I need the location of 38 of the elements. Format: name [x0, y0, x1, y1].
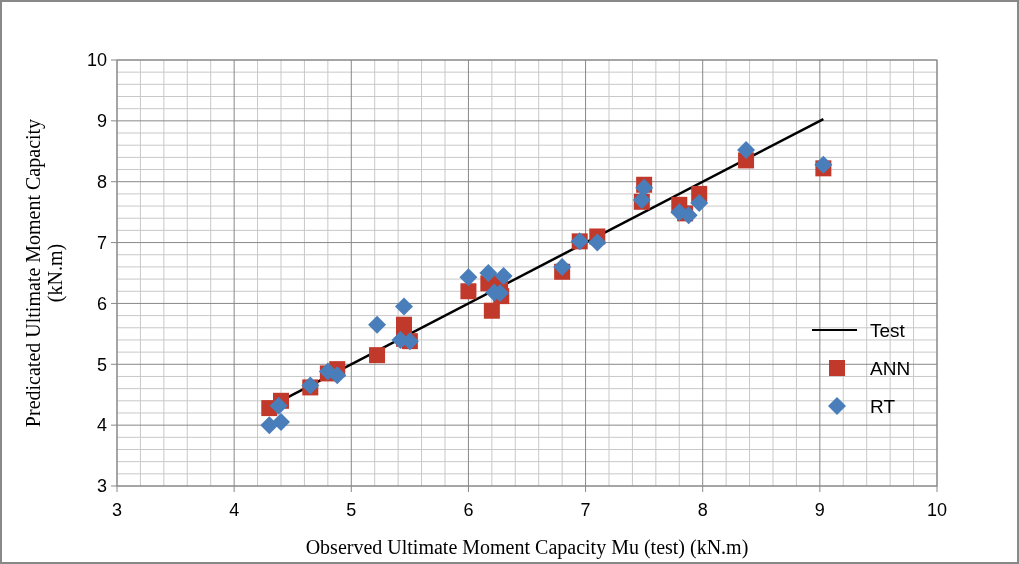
point — [483, 302, 500, 319]
point — [553, 257, 572, 276]
point — [269, 396, 288, 415]
point — [737, 141, 756, 160]
x-axis-title: Observed Ultimate Moment Capacity Mu (test) (kN.m) — [305, 536, 749, 559]
x-tick-label: 8 — [697, 500, 708, 520]
y-tick-label: 5 — [96, 354, 107, 375]
x-tick-label: 6 — [463, 500, 474, 520]
legend-label: RT — [870, 395, 896, 417]
y-tick-label: 10 — [86, 50, 107, 71]
point — [272, 413, 290, 432]
x-tick-label: 5 — [346, 500, 357, 520]
y-tick-label: 8 — [96, 172, 107, 193]
legend-label: ANN — [870, 357, 911, 379]
point — [635, 178, 654, 197]
y-tick-label: 6 — [96, 293, 107, 314]
x-tick-label: 7 — [580, 500, 591, 520]
point — [588, 233, 607, 252]
point — [479, 264, 498, 282]
x-tick-label: 4 — [229, 500, 240, 520]
point — [460, 283, 477, 300]
point — [369, 347, 386, 364]
y-tick-label: 3 — [96, 476, 107, 497]
x-tick-label: 3 — [111, 500, 123, 520]
x-tick-label: 9 — [814, 500, 825, 520]
x-tick-label: 10 — [926, 500, 948, 520]
y-axis-title: Predicated Ultimate Moment Capacity (kN.m) — [22, 118, 67, 428]
point — [328, 366, 347, 385]
legend-label: Test — [870, 319, 906, 341]
y-tick-label: 4 — [96, 415, 107, 436]
point — [814, 155, 833, 174]
y-tick-label: 7 — [96, 232, 107, 253]
point — [395, 297, 413, 316]
point — [494, 267, 513, 286]
y-tick-label: 9 — [96, 111, 107, 132]
point — [690, 194, 709, 213]
point — [368, 315, 387, 334]
point — [459, 268, 478, 287]
